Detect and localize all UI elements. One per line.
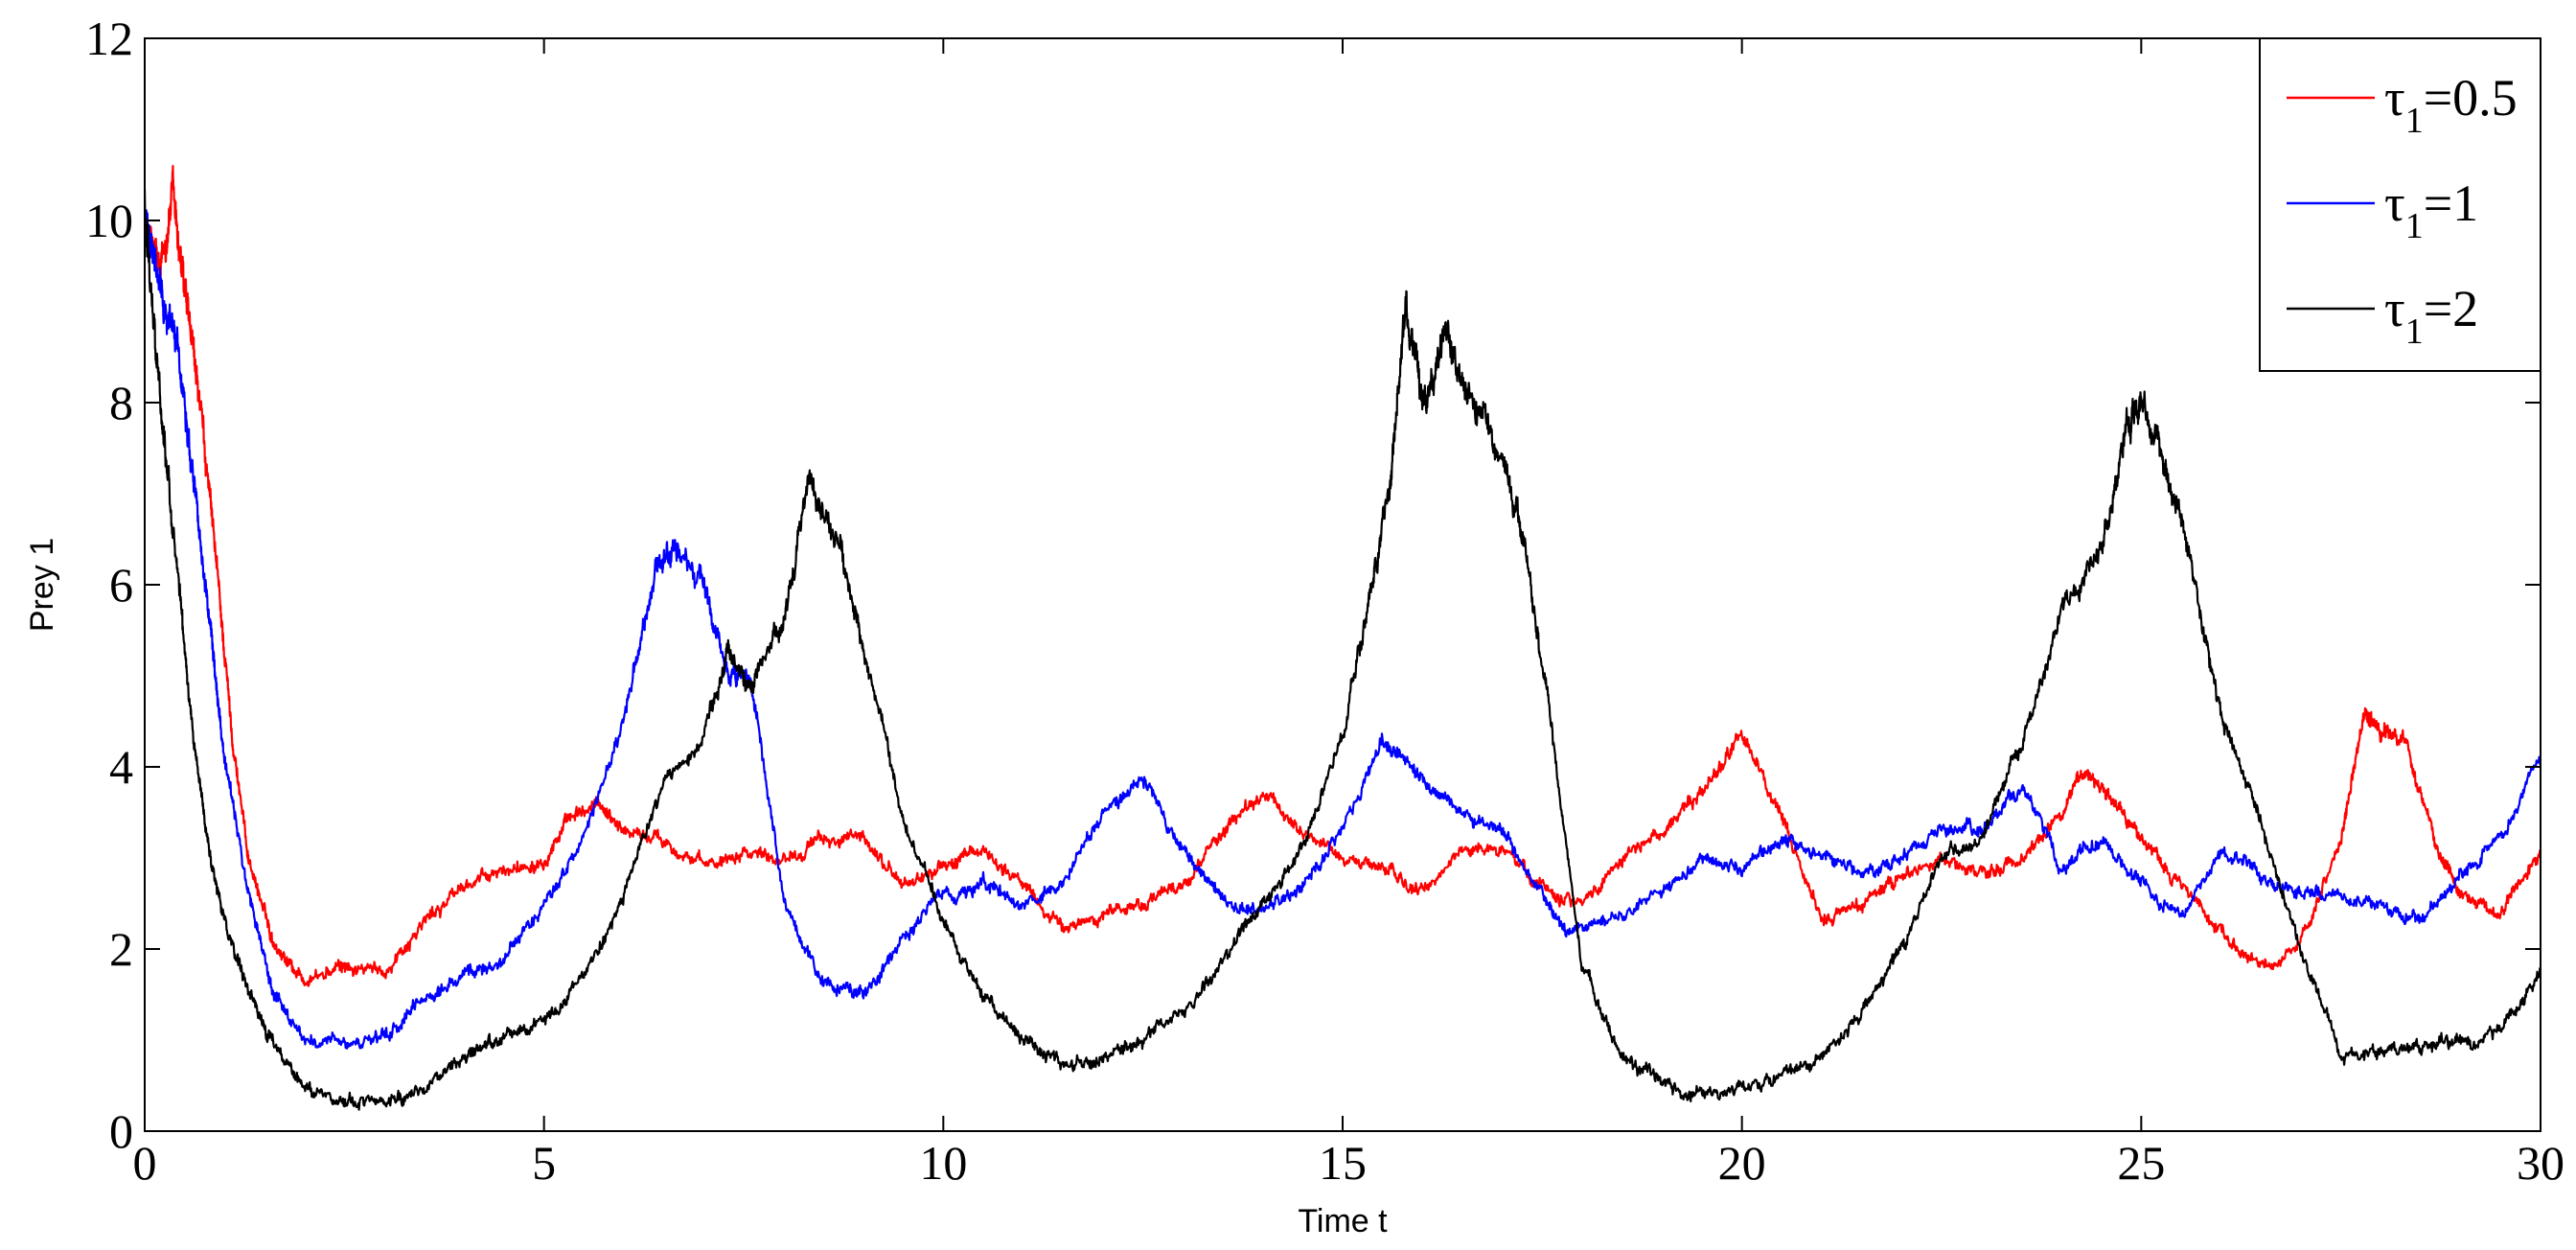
legend-box — [2259, 37, 2542, 372]
legend-entry: τ1=1 — [2384, 174, 2478, 246]
series-layer — [145, 165, 2541, 1111]
y-tick-label: 0 — [109, 1104, 133, 1158]
legend-entry: τ1=0.5 — [2384, 69, 2518, 141]
y-tick-label: 12 — [85, 12, 133, 65]
series-line-2 — [145, 209, 2541, 1050]
x-tick-label: 5 — [532, 1136, 556, 1190]
legend: τ1=0.5 τ1=1 τ1=2 — [2259, 37, 2542, 372]
ticks-layer: 0 5 10 15 20 25 30 0 2 4 6 8 10 12 — [85, 12, 2564, 1190]
x-tick-label: 25 — [2117, 1136, 2165, 1190]
x-tick-label: 30 — [2517, 1136, 2564, 1190]
x-tick-label: 15 — [1319, 1136, 1367, 1190]
series-line-3 — [145, 189, 2541, 1111]
y-tick-label: 10 — [85, 194, 133, 247]
x-tick-label: 20 — [1718, 1136, 1766, 1190]
x-tick-label: 10 — [919, 1136, 967, 1190]
y-tick-label: 2 — [109, 922, 133, 976]
legend-entry: τ1=2 — [2384, 280, 2478, 352]
y-tick-label: 8 — [109, 376, 133, 429]
y-tick-label: 4 — [109, 740, 133, 794]
y-tick-label: 6 — [109, 558, 133, 612]
x-tick-label: 0 — [133, 1136, 157, 1190]
series-line-1 — [145, 165, 2541, 987]
y-axis-label: Prey 1 — [24, 538, 60, 632]
x-axis-label: Time t — [1298, 1203, 1388, 1239]
